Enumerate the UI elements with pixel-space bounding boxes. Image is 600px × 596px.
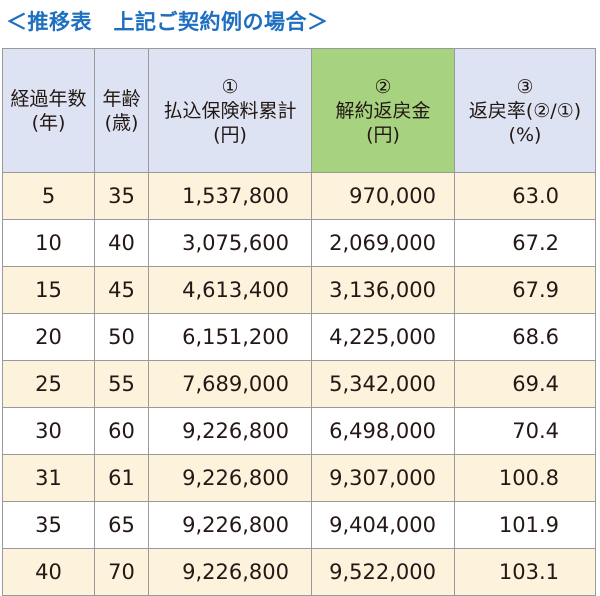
- header-ratio: ③ 返戻率(②/①) (%): [454, 48, 596, 173]
- cell-ratio: 69.4: [454, 360, 596, 408]
- header-age-label: 年齢: [102, 87, 141, 110]
- header-years: 経過年数 (年): [2, 48, 95, 173]
- cell-refund: 9,404,000: [311, 501, 455, 549]
- cell-age: 61: [94, 454, 149, 502]
- cell-ratio: 103.1: [454, 548, 596, 596]
- header-refund: ② 解約返戻金 (円): [311, 48, 455, 173]
- cell-years: 40: [2, 548, 95, 596]
- cell-ratio: 67.9: [454, 266, 596, 314]
- table-row: 25 55 7,689,000 5,342,000 69.4: [2, 360, 596, 408]
- cell-refund: 3,136,000: [311, 266, 455, 314]
- cell-years: 35: [2, 501, 95, 549]
- cell-ratio: 70.4: [454, 407, 596, 455]
- header-premium-number: ①: [221, 75, 239, 98]
- cell-age: 45: [94, 266, 149, 314]
- cell-premium: 9,226,800: [148, 501, 312, 549]
- header-age-unit: (歳): [104, 111, 139, 134]
- cell-premium: 4,613,400: [148, 266, 312, 314]
- table-row: 31 61 9,226,800 9,307,000 100.8: [2, 454, 596, 502]
- header-premium-unit: (円): [213, 123, 247, 146]
- cell-refund: 5,342,000: [311, 360, 455, 408]
- cell-premium: 7,689,000: [148, 360, 312, 408]
- cell-age: 40: [94, 219, 149, 267]
- cell-age: 60: [94, 407, 149, 455]
- cell-age: 35: [94, 172, 149, 220]
- cell-premium: 9,226,800: [148, 454, 312, 502]
- cell-refund: 4,225,000: [311, 313, 455, 361]
- cell-years: 15: [2, 266, 95, 314]
- header-years-label: 経過年数: [10, 87, 87, 110]
- cell-refund: 9,522,000: [311, 548, 455, 596]
- cell-premium: 3,075,600: [148, 219, 312, 267]
- table-row: 35 65 9,226,800 9,404,000 101.9: [2, 501, 596, 549]
- header-premium: ① 払込保険料累計 (円): [148, 48, 312, 173]
- cell-years: 10: [2, 219, 95, 267]
- header-ratio-unit: (%): [508, 123, 542, 146]
- cell-premium: 1,537,800: [148, 172, 312, 220]
- cell-refund: 6,498,000: [311, 407, 455, 455]
- cell-ratio: 67.2: [454, 219, 596, 267]
- cell-refund: 970,000: [311, 172, 455, 220]
- header-refund-unit: (円): [366, 123, 400, 146]
- cell-ratio: 101.9: [454, 501, 596, 549]
- header-ratio-label: 返戻率(②/①): [468, 99, 582, 122]
- cell-premium: 6,151,200: [148, 313, 312, 361]
- cell-years: 30: [2, 407, 95, 455]
- table-row: 30 60 9,226,800 6,498,000 70.4: [2, 407, 596, 455]
- header-row: 経過年数 (年) 年齢 (歳) ① 払込保険料累計 (円) ② 解約返戻金 (円…: [2, 48, 596, 173]
- cell-years: 25: [2, 360, 95, 408]
- cell-years: 31: [2, 454, 95, 502]
- cell-years: 5: [2, 172, 95, 220]
- transition-table: 経過年数 (年) 年齢 (歳) ① 払込保険料累計 (円) ② 解約返戻金 (円…: [2, 48, 596, 596]
- cell-age: 55: [94, 360, 149, 408]
- cell-refund: 9,307,000: [311, 454, 455, 502]
- table-row: 20 50 6,151,200 4,225,000 68.6: [2, 313, 596, 361]
- header-refund-number: ②: [374, 75, 392, 98]
- cell-ratio: 63.0: [454, 172, 596, 220]
- cell-ratio: 100.8: [454, 454, 596, 502]
- cell-premium: 9,226,800: [148, 548, 312, 596]
- cell-age: 65: [94, 501, 149, 549]
- cell-age: 70: [94, 548, 149, 596]
- header-premium-label: 払込保険料累計: [163, 99, 297, 122]
- table-row: 40 70 9,226,800 9,522,000 103.1: [2, 548, 596, 596]
- cell-age: 50: [94, 313, 149, 361]
- header-age: 年齢 (歳): [94, 48, 149, 173]
- cell-years: 20: [2, 313, 95, 361]
- table-title: ＜推移表 上記ご契約例の場合＞: [6, 10, 329, 34]
- cell-ratio: 68.6: [454, 313, 596, 361]
- table-row: 5 35 1,537,800 970,000 63.0: [2, 172, 596, 220]
- header-years-unit: (年): [31, 111, 66, 134]
- table-row: 10 40 3,075,600 2,069,000 67.2: [2, 219, 596, 267]
- cell-premium: 9,226,800: [148, 407, 312, 455]
- header-refund-label: 解約返戻金: [335, 99, 431, 122]
- cell-refund: 2,069,000: [311, 219, 455, 267]
- table-row: 15 45 4,613,400 3,136,000 67.9: [2, 266, 596, 314]
- header-ratio-number: ③: [516, 75, 534, 98]
